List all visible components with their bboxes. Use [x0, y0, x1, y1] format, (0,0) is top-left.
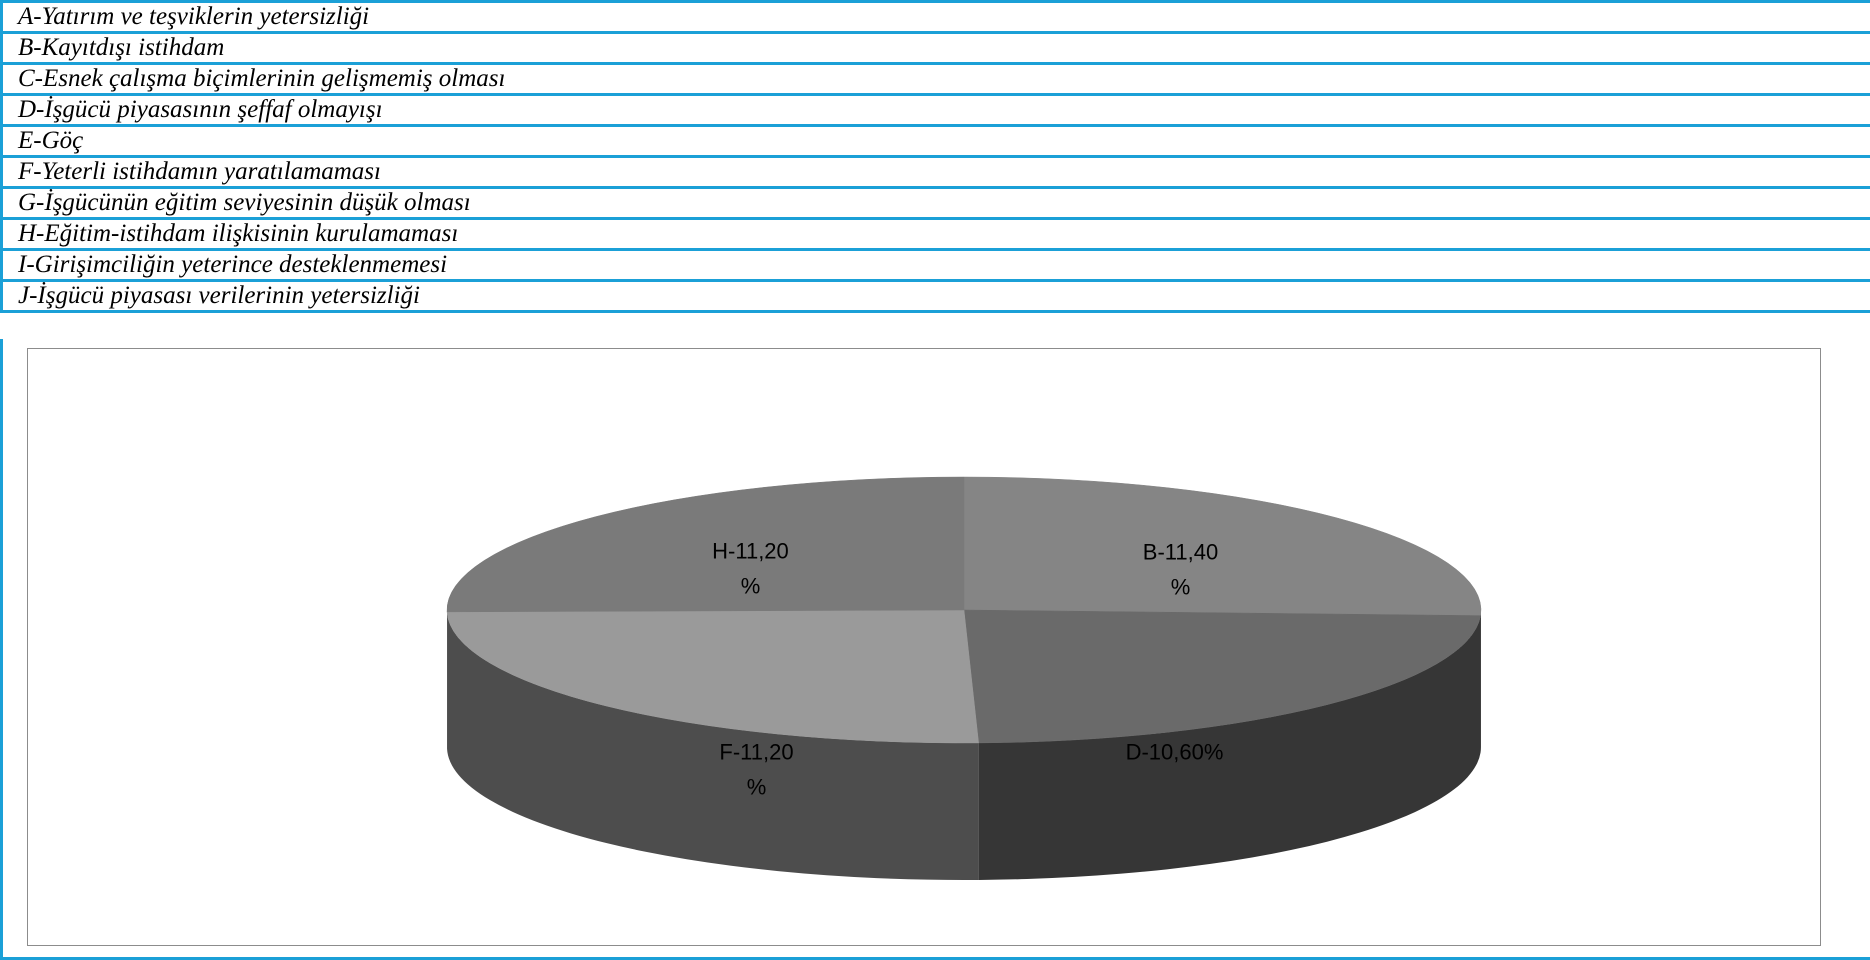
legend-row: E-Göç — [0, 124, 1870, 158]
pie-side-F — [447, 611, 979, 880]
pie-slice-D — [963, 609, 1481, 744]
pie-side-walls — [447, 610, 1481, 880]
data-label-H: H-11,20% — [712, 539, 789, 599]
legend-item: D-İşgücü piyasasının şeffaf olmayışı — [0, 93, 1870, 127]
legend-row: C-Esnek çalışma biçimlerinin gelişmemiş … — [0, 62, 1870, 96]
legend-row: I-Girişimciliğin yeterince desteklenmeme… — [0, 248, 1870, 282]
legend-row: J-İşgücü piyasası verilerinin yetersizli… — [0, 279, 1870, 313]
legend-table: A-Yatırım ve teşviklerin yetersizliği B-… — [0, 0, 1870, 313]
pie-slice-H — [446, 476, 965, 613]
legend-item: A-Yatırım ve teşviklerin yetersizliği — [0, 0, 1870, 34]
legend-row: B-Kayıtdışı istihdam — [0, 31, 1870, 65]
legend-row: G-İşgücünün eğitim seviyesinin düşük olm… — [0, 186, 1870, 220]
chart-frame: B-11,40% D-10,60% F-11,20% H-11,20% — [27, 348, 1821, 946]
legend-item: F-Yeterli istihdamın yaratılamaması — [0, 155, 1870, 189]
pie-labels: B-11,40 % D-10,60% F-11,20 % H-11,20% — [712, 539, 1223, 800]
legend-row: F-Yeterli istihdamın yaratılamaması — [0, 155, 1870, 189]
pie-top-faces — [446, 476, 1482, 744]
legend-row: H-Eğitim-istihdam ilişkisinin kurulamama… — [0, 217, 1870, 251]
pie-chart: B-11,40 % D-10,60% F-11,20 % H-11,20% — [446, 476, 1482, 880]
pie-slice-B — [963, 476, 1482, 616]
data-label-F: F-11,20% — [719, 739, 793, 799]
legend-body: A-Yatırım ve teşviklerin yetersizliği B-… — [0, 0, 1870, 313]
legend-item: C-Esnek çalışma biçimlerinin gelişmemiş … — [0, 62, 1870, 96]
legend-item: J-İşgücü piyasası verilerinin yetersizli… — [0, 279, 1870, 313]
legend-item: I-Girişimciliğin yeterince desteklenmeme… — [0, 248, 1870, 282]
data-label-D: D-10,60% — [1126, 739, 1224, 764]
legend-item: E-Göç — [0, 124, 1870, 158]
data-label-B: B-11,40% — [1143, 539, 1218, 599]
legend-item: G-İşgücünün eğitim seviyesinin düşük olm… — [0, 186, 1870, 220]
legend-item: H-Eğitim-istihdam ilişkisinin kurulamama… — [0, 217, 1870, 251]
pie-side-D — [978, 615, 1481, 880]
chart-cell — [0, 339, 1870, 960]
pie-slice-F — [446, 609, 979, 744]
legend-row: D-İşgücü piyasasının şeffaf olmayışı — [0, 93, 1870, 127]
legend-row: A-Yatırım ve teşviklerin yetersizliği — [0, 0, 1870, 34]
legend-item: B-Kayıtdışı istihdam — [0, 31, 1870, 65]
